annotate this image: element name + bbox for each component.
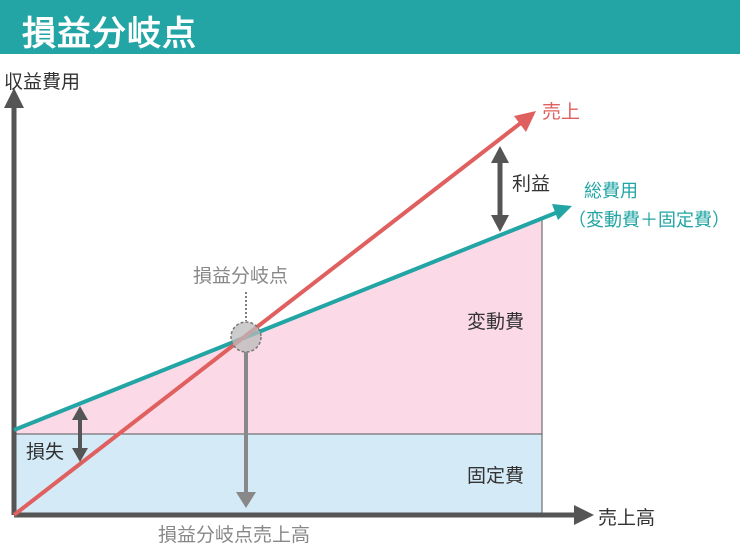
fixed-cost-label: 固定費 <box>467 465 524 487</box>
loss-arrow-head-down <box>72 448 88 462</box>
break-even-sales-arrowhead <box>236 492 256 508</box>
loss-label: 損失 <box>26 441 64 463</box>
total-cost-sublabel: （変動費＋固定費） <box>568 210 730 231</box>
profit-arrow-head-up <box>491 146 509 163</box>
sales-label: 売上 <box>542 101 580 123</box>
fixed-cost-region <box>14 434 542 515</box>
break-even-point-marker <box>230 321 262 353</box>
variable-cost-label: 変動費 <box>467 311 524 333</box>
page-title: 損益分岐点 <box>22 14 197 54</box>
total-cost-arrowhead <box>552 204 572 220</box>
sales-line <box>12 120 524 517</box>
break-even-sales-label: 損益分岐点売上高 <box>158 524 310 546</box>
total-cost-label: 総費用 <box>584 181 638 202</box>
profit-arrow-head-down <box>491 215 509 232</box>
x-axis-arrowhead <box>574 505 594 525</box>
loss-arrow-head-up <box>72 406 88 420</box>
sales-arrowhead <box>514 111 536 132</box>
break-even-point-label: 損益分岐点 <box>193 265 288 287</box>
total-cost-line <box>13 210 559 432</box>
y-axis-arrowhead <box>4 88 24 108</box>
title-bar: 損益分岐点 <box>0 0 740 54</box>
x-axis-label: 売上高 <box>598 507 655 529</box>
profit-label: 利益 <box>512 173 550 195</box>
y-axis-label: 収益費用 <box>4 71 80 93</box>
